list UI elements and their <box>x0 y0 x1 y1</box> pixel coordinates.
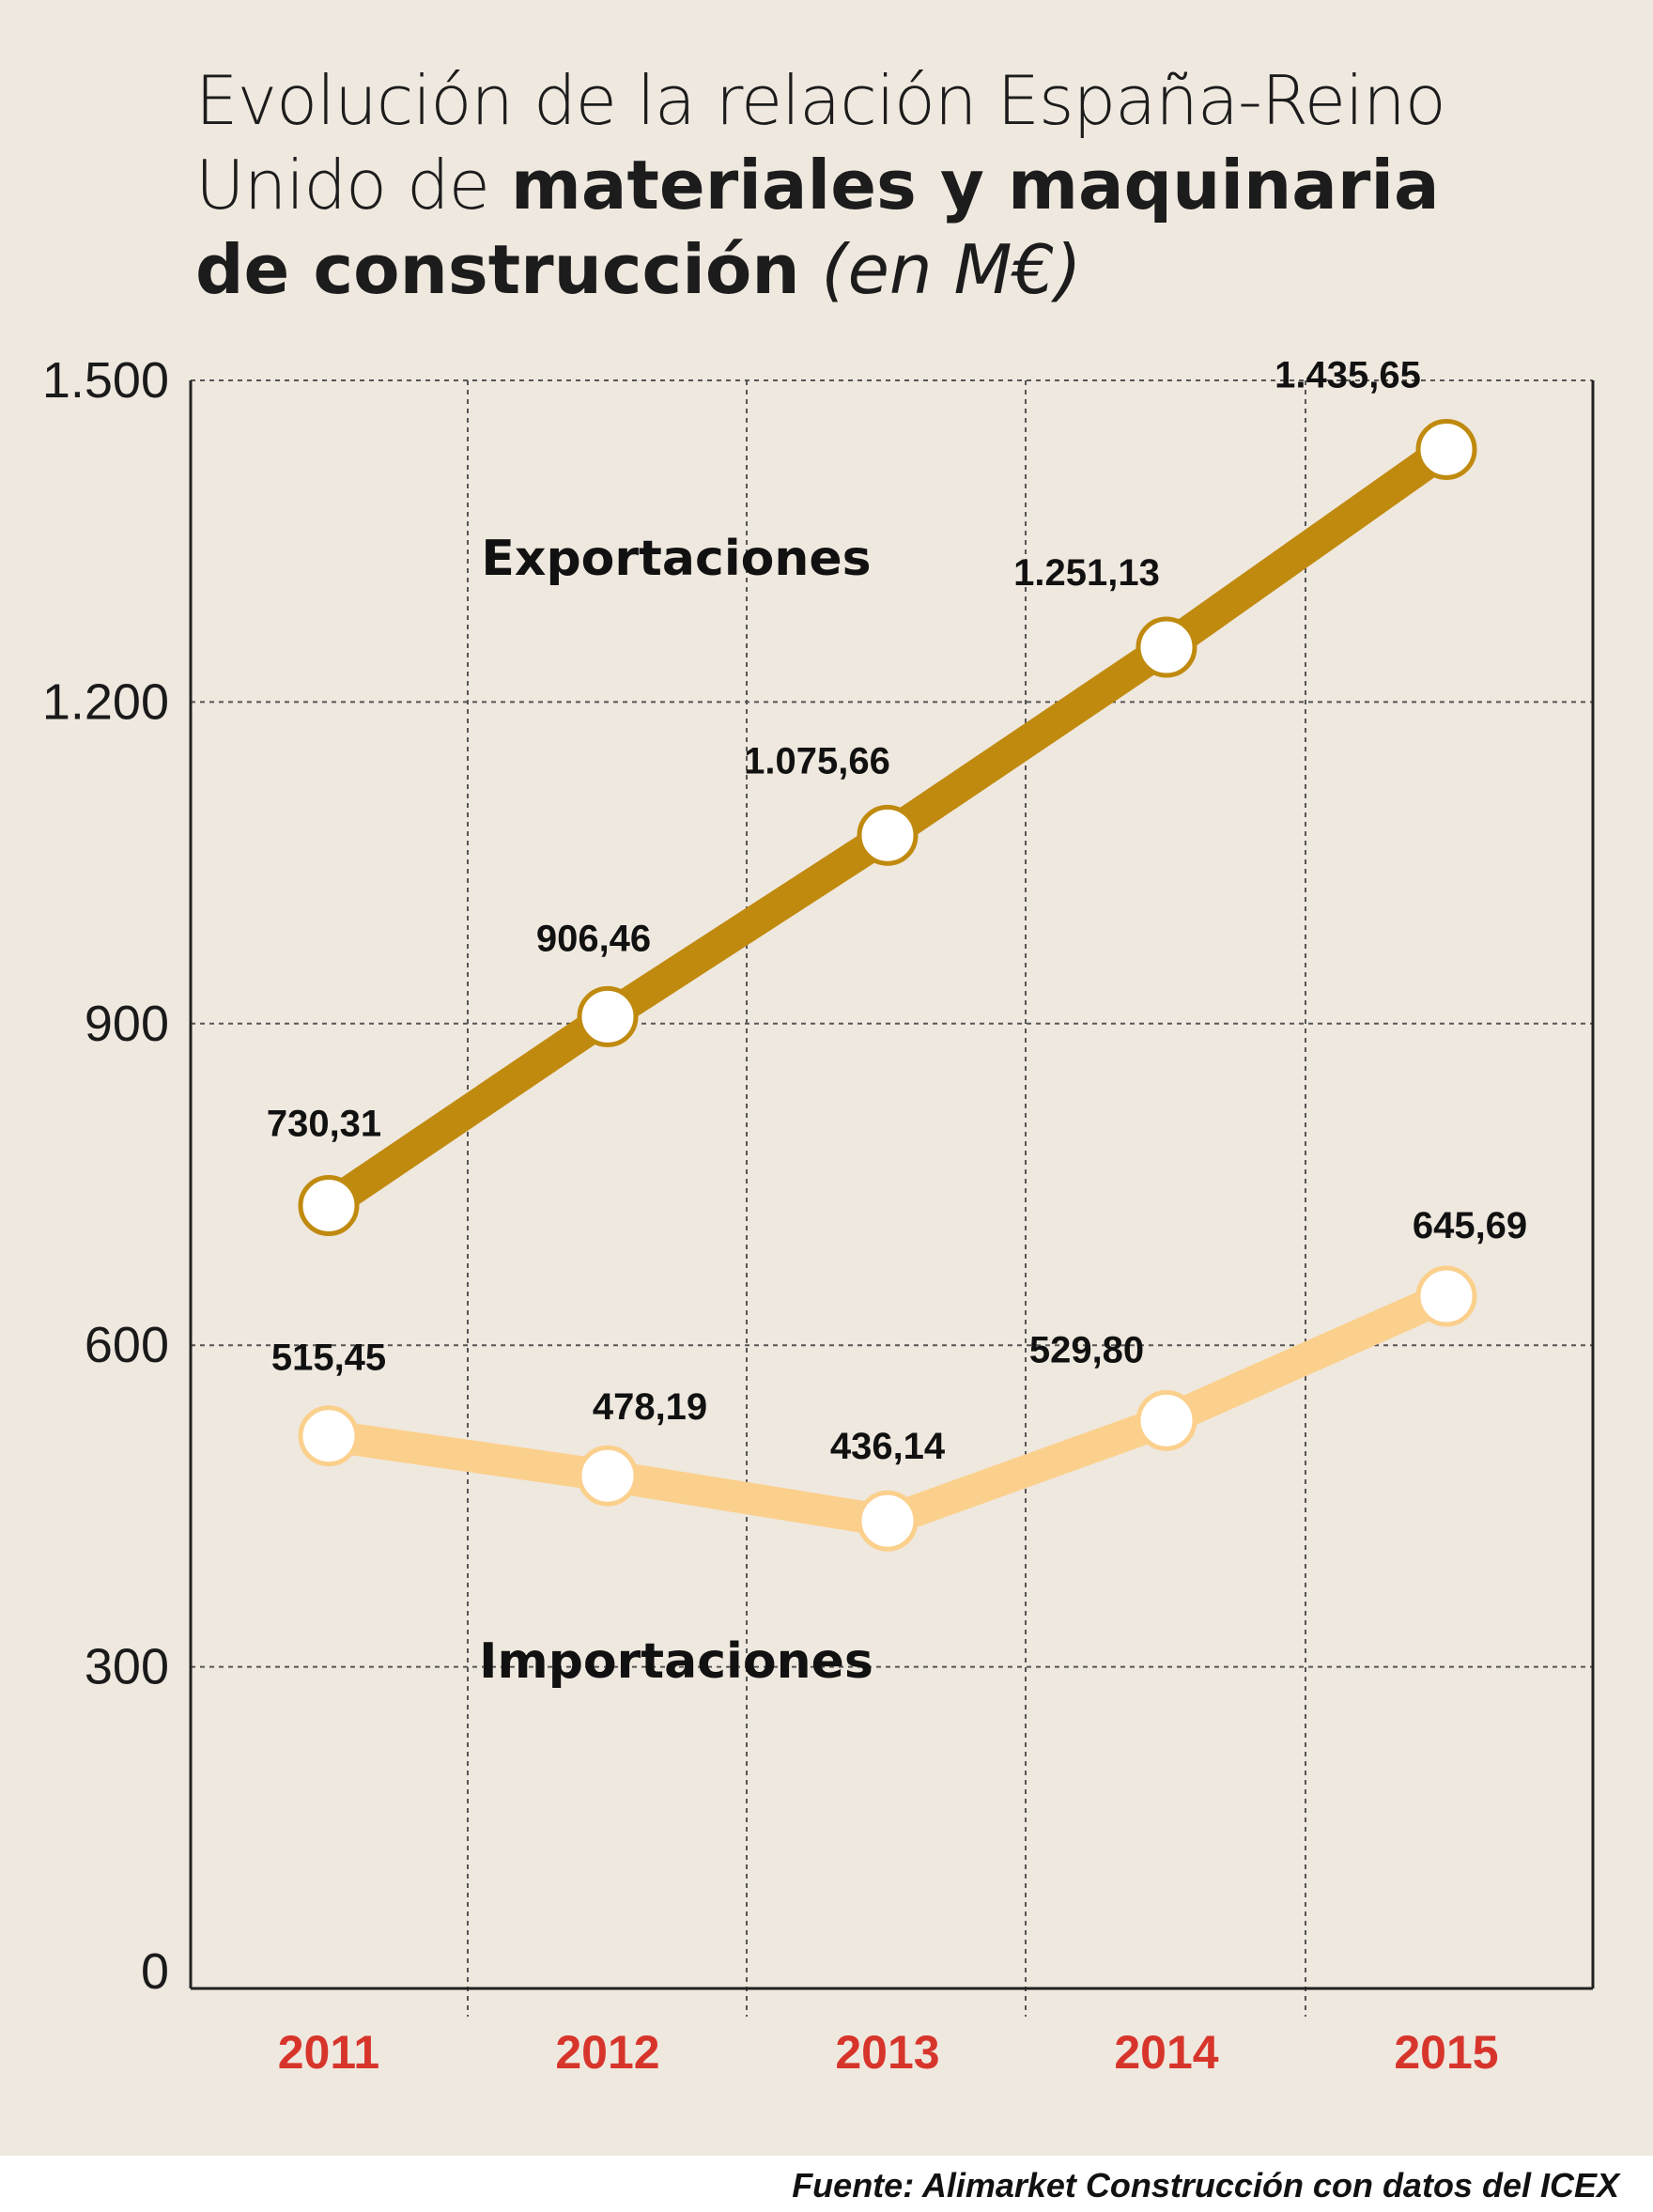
series-exports-marker <box>298 1174 360 1236</box>
series-exports-name: Exportaciones <box>481 531 871 587</box>
title-line-2-bold: materiales y maquinaria <box>510 146 1440 224</box>
title-unit: (en M€) <box>821 230 1082 309</box>
x-tick-label: 2011 <box>278 2026 379 2079</box>
series-exports-marker <box>1415 418 1477 480</box>
series-exports-data-label: 1.075,66 <box>744 740 890 781</box>
series-imports-marker <box>857 1490 919 1552</box>
series-exports-marker <box>857 804 919 866</box>
series-imports-data-label: 436,14 <box>830 1426 946 1467</box>
y-tick-label: 900 <box>85 996 169 1052</box>
x-tick-label: 2012 <box>555 2026 659 2079</box>
y-tick-label: 1.200 <box>42 673 169 730</box>
chart-panel <box>0 0 1653 2156</box>
y-tick-label: 600 <box>85 1317 169 1373</box>
grid-lines <box>191 379 1593 2017</box>
series-names: Exportaciones Importaciones <box>479 531 873 1690</box>
line-chart: 730,31 906,46 1.075,66 1.251,13 1.435,65 515,… <box>42 352 1595 2079</box>
series-imports-marker <box>577 1445 639 1507</box>
series-lines <box>313 433 1462 1538</box>
series-exports-data-label: 906,46 <box>536 918 651 959</box>
chart-title: Evolución de la relación España-Reino Un… <box>195 58 1585 312</box>
series-imports-data-label: 645,69 <box>1413 1205 1527 1246</box>
data-labels: 730,31 906,46 1.075,66 1.251,13 1.435,65 515,… <box>267 354 1527 1467</box>
y-tick-label: 300 <box>85 1639 169 1695</box>
x-tick-label: 2014 <box>1114 2026 1218 2079</box>
y-tick-label: 1.500 <box>42 352 169 409</box>
series-imports-data-label: 515,45 <box>271 1338 386 1379</box>
series-imports-marker <box>1415 1265 1477 1327</box>
series-imports-marker <box>298 1405 360 1467</box>
source-note: Fuente: Alimarket Construcción con datos… <box>792 2166 1619 2204</box>
title-line-1: Evolución de la relación España-Reino <box>195 61 1446 140</box>
series-imports-data-label: 478,19 <box>593 1386 707 1428</box>
title-line-3-bold: de construcción <box>195 230 800 309</box>
title-line-2-light: Unido de <box>195 146 490 224</box>
series-imports-line <box>313 1280 1462 1538</box>
x-tick-label: 2013 <box>835 2026 939 2079</box>
series-imports-name: Importaciones <box>479 1633 873 1690</box>
series-exports-data-label: 1.251,13 <box>1013 552 1160 594</box>
series-imports-marker <box>1135 1389 1197 1451</box>
series-exports-marker <box>1135 616 1197 678</box>
y-tick-label: 0 <box>141 1943 169 2000</box>
data-markers <box>298 418 1477 1552</box>
axes <box>189 380 1595 1990</box>
series-exports-marker <box>577 985 639 1047</box>
x-tick-label: 2015 <box>1394 2026 1498 2079</box>
series-exports-data-label: 1.435,65 <box>1275 354 1421 395</box>
series-exports-data-label: 730,31 <box>267 1103 381 1144</box>
tick-labels: 0 300 600 900 1.200 1.500 2011 2012 2013 2014 2015 <box>42 352 1499 2079</box>
series-imports-data-label: 529,80 <box>1029 1329 1144 1370</box>
